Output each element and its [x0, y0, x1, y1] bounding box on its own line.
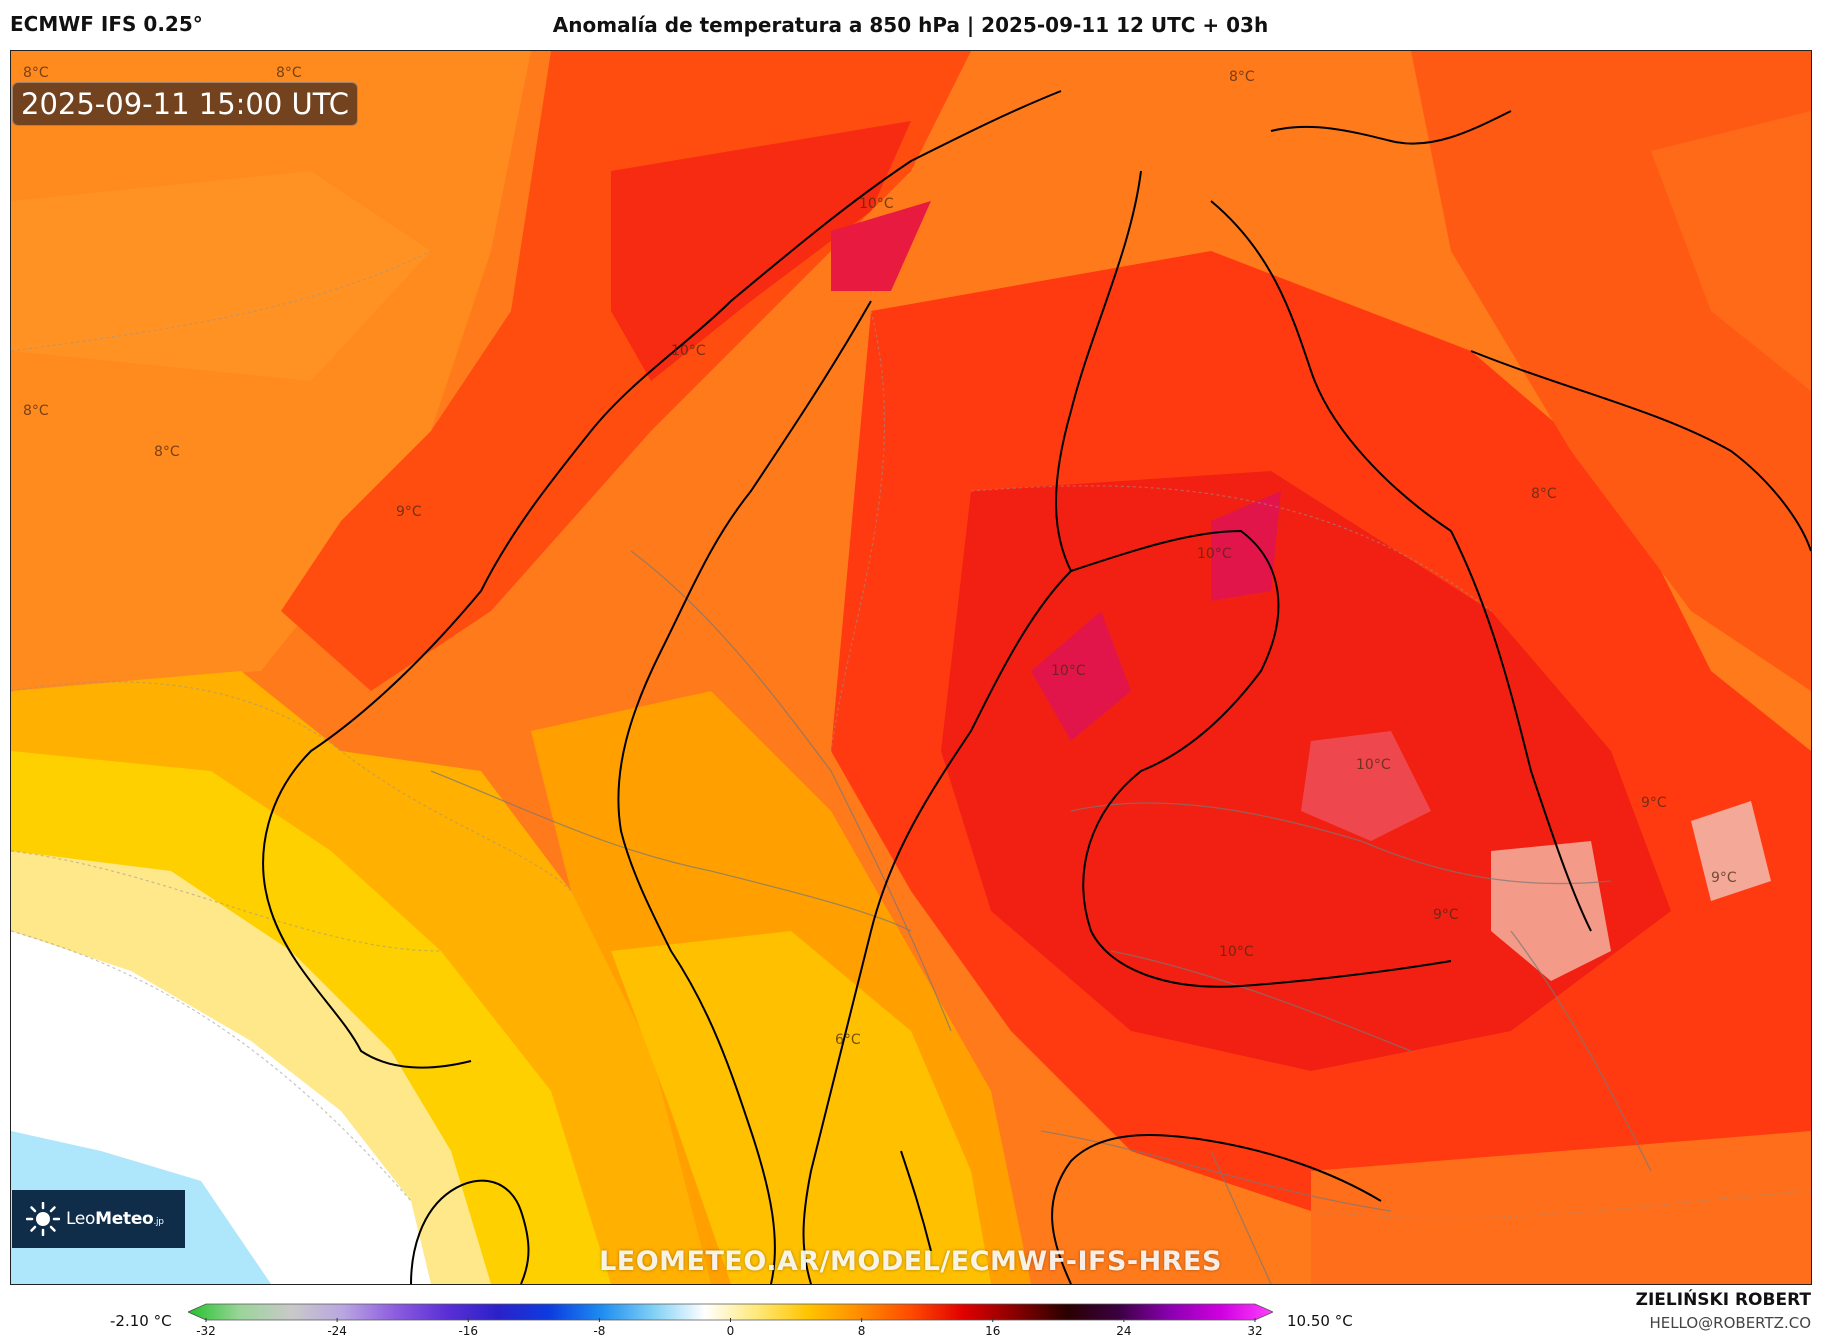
contour-label: 10°C [1219, 944, 1254, 960]
contour-label: 8°C [1531, 486, 1557, 502]
colorbar-tick-label: 16 [985, 1324, 1001, 1338]
colorbar-bar [187, 1303, 1274, 1321]
contour-label: 10°C [859, 196, 894, 212]
colorbar-tick-label: 24 [1116, 1324, 1132, 1338]
colorbar-tick-label: 8 [857, 1324, 866, 1338]
colorbar-tick-label: -8 [593, 1324, 606, 1338]
contour-label: 9°C [1641, 795, 1667, 811]
author-name: ZIELIŃSKI ROBERT [1635, 1290, 1811, 1310]
contour-label: 8°C [1229, 69, 1255, 85]
colorbar-tick-label: -32 [196, 1324, 216, 1338]
colorbar-tick-label: -24 [327, 1324, 347, 1338]
colorbar-tick-label: 32 [1247, 1324, 1263, 1338]
contour-label: 10°C [671, 343, 706, 359]
colorbar-gradient [187, 1303, 1274, 1322]
colorbar-min-label: -2.10 °C [110, 1312, 172, 1330]
contour-label: 9°C [396, 504, 422, 520]
contour-label: 9°C [1711, 870, 1737, 886]
contour-label: 8°C [23, 65, 49, 81]
logo-wordmark: LeoMeteo.jp [66, 1209, 164, 1229]
colorbar-tick-label: 0 [726, 1324, 735, 1338]
contour-label: 9°C [1433, 907, 1459, 923]
contour-label: 10°C [1051, 663, 1086, 679]
contour-label: 8°C [276, 65, 302, 81]
sun-icon [26, 1202, 60, 1236]
source-watermark: LEOMETEO.AR/MODEL/ECMWF-IFS-HRES [599, 1246, 1222, 1277]
model-name: ECMWF IFS 0.25° [10, 12, 203, 36]
valid-time-badge: 2025-09-11 15:00 UTC [12, 82, 359, 126]
contour-label: 6°C [835, 1032, 861, 1048]
leometeo-logo[interactable]: LeoMeteo.jp [12, 1190, 185, 1248]
colorbar-max-label: 10.50 °C [1287, 1312, 1353, 1330]
contour-label: 8°C [23, 403, 49, 419]
map-canvas [11, 51, 1811, 1284]
temperature-anomaly-map[interactable]: 8°C 8°C 8°C 8°C 8°C 9°C 10°C 10°C 10°C 1… [10, 50, 1812, 1285]
map-title: Anomalía de temperatura a 850 hPa | 2025… [552, 13, 1269, 37]
colorbar: -32 -24 -16 -8 0 8 16 24 32 [187, 1302, 1274, 1338]
contour-label: 10°C [1356, 757, 1391, 773]
contour-label: 10°C [1197, 546, 1232, 562]
contour-label: 8°C [154, 444, 180, 460]
author-email[interactable]: HELLO@ROBERTZ.CO [1649, 1314, 1811, 1332]
colorbar-tick-label: -16 [458, 1324, 479, 1338]
